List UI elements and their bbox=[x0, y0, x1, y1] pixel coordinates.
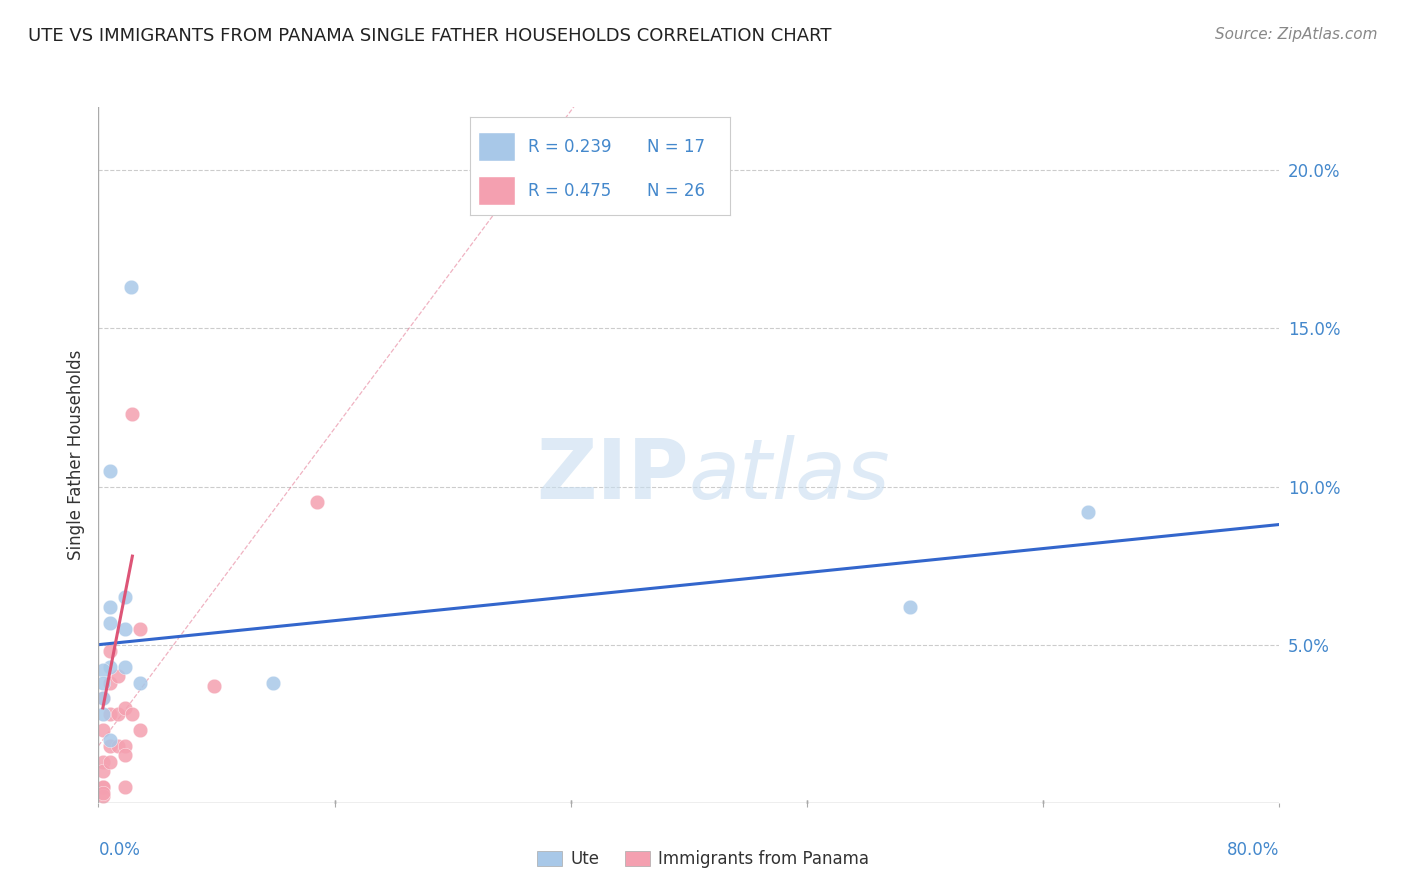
Legend: Ute, Immigrants from Panama: Ute, Immigrants from Panama bbox=[530, 844, 876, 875]
Point bbox=[121, 707, 143, 722]
Point bbox=[262, 675, 284, 690]
Text: 0.0%: 0.0% bbox=[98, 841, 141, 859]
Point bbox=[114, 622, 136, 636]
Point bbox=[91, 780, 114, 794]
Point bbox=[900, 599, 922, 614]
Y-axis label: Single Father Households: Single Father Households bbox=[66, 350, 84, 560]
Point bbox=[91, 707, 114, 722]
Point bbox=[91, 755, 114, 769]
Point bbox=[91, 789, 114, 804]
Point bbox=[98, 615, 121, 630]
Text: N = 17: N = 17 bbox=[647, 137, 706, 156]
Point bbox=[120, 280, 142, 294]
Point bbox=[1077, 505, 1099, 519]
Point bbox=[107, 739, 129, 753]
Point bbox=[98, 732, 121, 747]
Text: Source: ZipAtlas.com: Source: ZipAtlas.com bbox=[1215, 27, 1378, 42]
Text: 80.0%: 80.0% bbox=[1227, 841, 1279, 859]
Point bbox=[114, 739, 136, 753]
Text: N = 26: N = 26 bbox=[647, 182, 706, 200]
Point bbox=[202, 679, 225, 693]
Point bbox=[98, 599, 121, 614]
Point bbox=[91, 780, 114, 794]
Point bbox=[114, 780, 136, 794]
Point bbox=[98, 675, 121, 690]
FancyBboxPatch shape bbox=[478, 132, 515, 161]
Point bbox=[98, 739, 121, 753]
Text: R = 0.239: R = 0.239 bbox=[527, 137, 612, 156]
Point bbox=[107, 707, 129, 722]
Text: atlas: atlas bbox=[689, 435, 890, 516]
Point bbox=[91, 691, 114, 706]
Point bbox=[128, 675, 150, 690]
Point bbox=[114, 660, 136, 674]
Point bbox=[91, 786, 114, 800]
Point bbox=[98, 660, 121, 674]
Point bbox=[98, 755, 121, 769]
Point bbox=[91, 723, 114, 737]
Point bbox=[91, 663, 114, 677]
FancyBboxPatch shape bbox=[478, 176, 515, 205]
Point bbox=[305, 495, 328, 509]
Text: UTE VS IMMIGRANTS FROM PANAMA SINGLE FATHER HOUSEHOLDS CORRELATION CHART: UTE VS IMMIGRANTS FROM PANAMA SINGLE FAT… bbox=[28, 27, 831, 45]
Text: ZIP: ZIP bbox=[537, 435, 689, 516]
Point bbox=[121, 407, 143, 421]
Point bbox=[114, 701, 136, 715]
Point bbox=[91, 691, 114, 706]
Point bbox=[114, 591, 136, 605]
Point bbox=[98, 707, 121, 722]
Point bbox=[114, 748, 136, 763]
Point bbox=[98, 464, 121, 478]
Point bbox=[128, 622, 150, 636]
Point bbox=[91, 675, 114, 690]
Point bbox=[91, 764, 114, 779]
Point bbox=[107, 669, 129, 683]
Point bbox=[98, 644, 121, 658]
Text: R = 0.475: R = 0.475 bbox=[527, 182, 610, 200]
Point bbox=[128, 723, 150, 737]
